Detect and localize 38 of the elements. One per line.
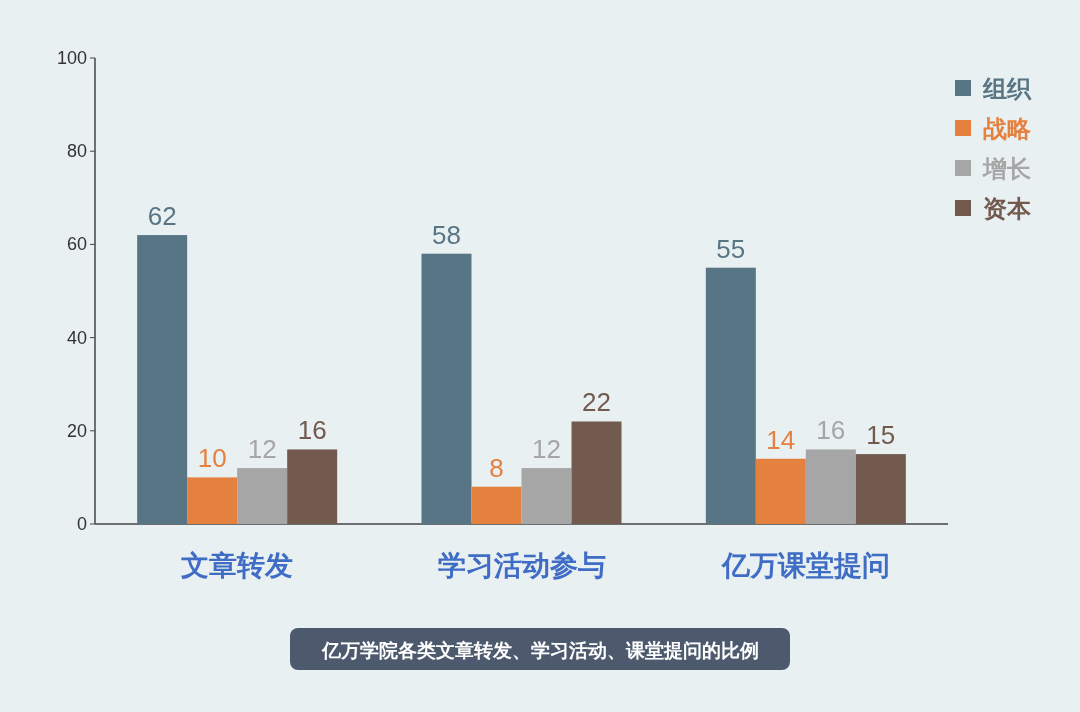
data-label: 16: [816, 415, 846, 446]
bar: [187, 477, 238, 524]
text: 亿万学院各类文章转发、学习活动、课堂提问的比例: [320, 640, 759, 661]
data-label: 12: [247, 434, 277, 465]
bar: [805, 449, 856, 524]
bar: [521, 468, 572, 524]
data-label: 15: [866, 420, 896, 451]
x-tick-label: 学习活动参与: [437, 550, 606, 581]
data-label: 55: [716, 233, 746, 264]
legend-label: 资本: [983, 195, 1032, 222]
y-tick-label: 40: [66, 327, 87, 348]
bar: [705, 267, 756, 524]
data-label: 10: [197, 443, 227, 474]
data-label: 22: [582, 387, 611, 418]
bar: [237, 468, 288, 524]
data-label: 8: [489, 452, 504, 483]
data-label: 12: [532, 434, 561, 465]
legend-label: 组织: [982, 75, 1032, 102]
bar: [471, 486, 522, 524]
y-tick-label: 80: [66, 141, 87, 162]
legend-label: 战略: [983, 115, 1032, 142]
data-label: 16: [297, 415, 327, 446]
legend-label: 增长: [982, 155, 1031, 182]
y-tick-label: 20: [66, 420, 87, 441]
bar: [571, 421, 622, 524]
y-tick-label: 60: [66, 234, 87, 255]
y-tick-label: 100: [56, 48, 87, 68]
data-label: 62: [147, 201, 177, 232]
bar: [137, 235, 188, 524]
data-label: 58: [432, 219, 461, 250]
bar: [755, 458, 806, 524]
bar: [287, 449, 338, 524]
x-tick-label: 文章转发: [181, 550, 294, 581]
bar: [421, 253, 472, 524]
x-tick-label: 亿万课堂提问: [720, 550, 890, 581]
y-tick-label: 0: [76, 514, 87, 534]
data-label: 14: [766, 424, 796, 455]
bar: [855, 454, 906, 524]
